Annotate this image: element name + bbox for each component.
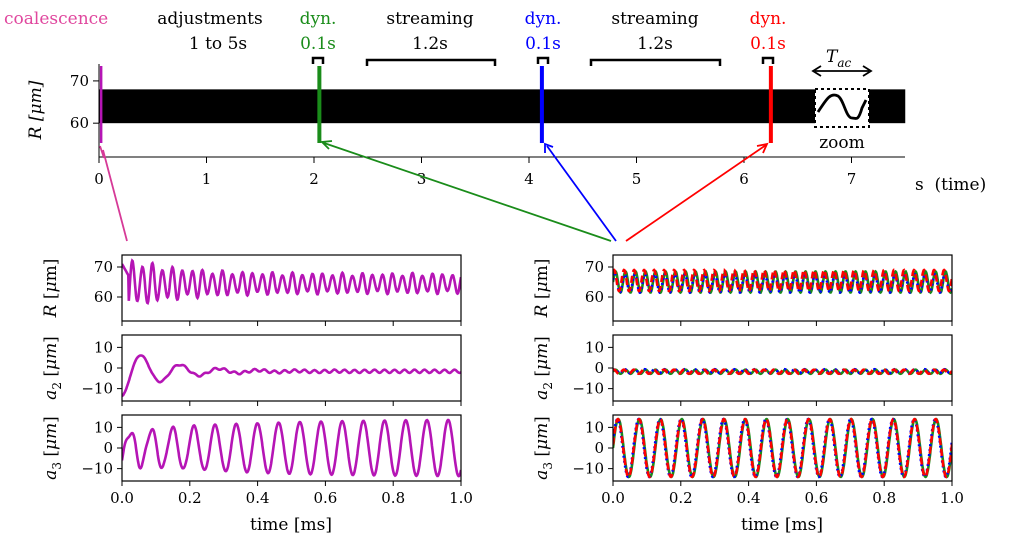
series-line bbox=[122, 258, 461, 305]
panel-left-a2: −10 0 10 a2 [μm] bbox=[41, 334, 462, 406]
panel-ylabel: a2 [μm] bbox=[41, 336, 64, 400]
tac-annotation: Tac bbox=[811, 47, 873, 77]
streaming-band bbox=[99, 89, 906, 124]
timeline-xtick-label: 6 bbox=[739, 170, 749, 188]
panel-left-R: 60 70 R [μm] bbox=[41, 254, 462, 326]
adjustments-duration: 1 to 5s bbox=[189, 34, 247, 54]
streaming-duration-2: 1.2s bbox=[637, 34, 673, 54]
timeline-xtick-label: 2 bbox=[309, 170, 319, 188]
xtick-label: 0.8 bbox=[381, 489, 405, 507]
ytick-label: 0 bbox=[103, 439, 113, 457]
xtick-label: 0.4 bbox=[737, 489, 761, 507]
zoom-curve bbox=[816, 93, 868, 120]
bracket-dyn-blue bbox=[536, 56, 550, 64]
panel-frame bbox=[121, 254, 462, 322]
timeline-ytick-label: 60 bbox=[70, 114, 89, 132]
tac-arrow-right-head bbox=[862, 65, 873, 77]
dyn-duration-blue: 0.1s bbox=[525, 34, 561, 54]
ytick-label: 0 bbox=[103, 359, 113, 377]
ytick-label: 10 bbox=[94, 418, 113, 436]
series-line bbox=[122, 354, 461, 398]
panel-right-a2: −10 0 10 a2 [μm] bbox=[532, 334, 953, 406]
series-line bbox=[613, 368, 952, 376]
ytick-label: −10 bbox=[81, 380, 113, 398]
panel-ylabel: a3 [μm] bbox=[532, 416, 555, 480]
streaming-label-2: streaming bbox=[611, 9, 698, 29]
arrow-blue bbox=[546, 145, 617, 242]
series-line bbox=[613, 417, 952, 479]
streaming-label-1: streaming bbox=[386, 9, 473, 29]
streaming-duration-1: 1.2s bbox=[412, 34, 448, 54]
dyn-duration-green: 0.1s bbox=[300, 34, 336, 54]
tac-arrow-left-head bbox=[811, 65, 822, 77]
panel-left-a3: −10 0 10 0.0 0.2 0.4 0.6 0.8 1.0 a3 [μm] bbox=[41, 414, 473, 507]
subplot-panels: 60 70 R [μm] −10 0 10 a2 [μm] −10 0 10 0.0 0.2 0.4 0.… bbox=[41, 254, 964, 507]
panel-right-R: 60 70 R [μm] bbox=[532, 254, 953, 326]
ytick-label: 10 bbox=[585, 338, 604, 356]
arrow-green bbox=[323, 142, 612, 242]
xtick-label: 1.0 bbox=[449, 489, 473, 507]
zoom-label: zoom bbox=[819, 133, 865, 153]
panel-ylabel: R [μm] bbox=[532, 259, 552, 319]
ytick-label: 70 bbox=[94, 258, 113, 276]
series-line bbox=[613, 268, 952, 293]
timeline-xtick-label: 3 bbox=[417, 170, 427, 188]
dyn-label-red: dyn. bbox=[750, 9, 787, 29]
timeline-xunit: s (time) bbox=[915, 175, 986, 195]
timeline-xtick-label: 7 bbox=[847, 170, 857, 188]
panel-frame bbox=[612, 254, 953, 322]
series-line bbox=[122, 418, 461, 478]
timeline-xtick-label: 5 bbox=[632, 170, 642, 188]
left-xlabel: time [ms] bbox=[250, 515, 332, 535]
zoom-box bbox=[814, 88, 870, 128]
bracket-dyn-red bbox=[761, 56, 775, 64]
bracket-streaming-2 bbox=[589, 58, 722, 66]
arrow-red bbox=[625, 144, 767, 242]
panel-ylabel: a3 [μm] bbox=[41, 416, 64, 480]
top-labels: coalescence adjustments 1 to 5s dyn. 0.1… bbox=[4, 9, 786, 54]
ytick-label: 0 bbox=[594, 359, 604, 377]
bracket-streaming-1 bbox=[365, 58, 497, 66]
duration-brackets bbox=[311, 56, 775, 66]
ytick-label: 10 bbox=[94, 338, 113, 356]
right-xlabel: time [ms] bbox=[741, 515, 823, 535]
xtick-label: 1.0 bbox=[940, 489, 964, 507]
tac-label: Tac bbox=[826, 47, 851, 70]
bracket-dyn-green bbox=[311, 56, 325, 64]
ytick-label: 60 bbox=[585, 288, 604, 306]
timeline-ytick-label: 70 bbox=[70, 72, 89, 90]
timeline-axes: zoom 0 1 2 3 4 5 6 7 60 70 R [μm] s (time) bbox=[26, 64, 986, 195]
xtick-label: 0.2 bbox=[669, 489, 693, 507]
xtick-label: 0.6 bbox=[313, 489, 337, 507]
dyn-duration-red: 0.1s bbox=[750, 34, 786, 54]
dyn-label-blue: dyn. bbox=[525, 9, 562, 29]
ytick-label: 60 bbox=[94, 288, 113, 306]
xtick-label: 0.0 bbox=[110, 489, 134, 507]
connector-arrows bbox=[99, 140, 769, 242]
xtick-label: 0.0 bbox=[601, 489, 625, 507]
adjustments-label: adjustments bbox=[157, 9, 262, 29]
ytick-label: −10 bbox=[81, 460, 113, 478]
arrow-coalescence bbox=[102, 149, 128, 242]
timeline-xtick-label: 1 bbox=[202, 170, 212, 188]
xtick-label: 0.8 bbox=[872, 489, 896, 507]
ytick-label: 70 bbox=[585, 258, 604, 276]
timeline-xtick-label: 0 bbox=[94, 170, 104, 188]
dyn-label-green: dyn. bbox=[300, 9, 337, 29]
panel-ylabel: R [μm] bbox=[41, 259, 61, 319]
coalescence-label: coalescence bbox=[4, 9, 108, 29]
xtick-label: 0.4 bbox=[246, 489, 270, 507]
ytick-label: −10 bbox=[572, 460, 604, 478]
xtick-label: 0.2 bbox=[178, 489, 202, 507]
panel-ylabel: a2 [μm] bbox=[532, 336, 555, 400]
timeline-ylabel: R [μm] bbox=[26, 80, 46, 140]
ytick-label: 0 bbox=[594, 439, 604, 457]
timeline-xtick-label: 4 bbox=[524, 170, 534, 188]
xtick-label: 0.6 bbox=[804, 489, 828, 507]
ytick-label: 10 bbox=[585, 418, 604, 436]
panel-right-a3: −10 0 10 0.0 0.2 0.4 0.6 0.8 1.0 a3 [μm] bbox=[532, 414, 964, 507]
ytick-label: −10 bbox=[572, 380, 604, 398]
panel-frame bbox=[612, 334, 953, 402]
